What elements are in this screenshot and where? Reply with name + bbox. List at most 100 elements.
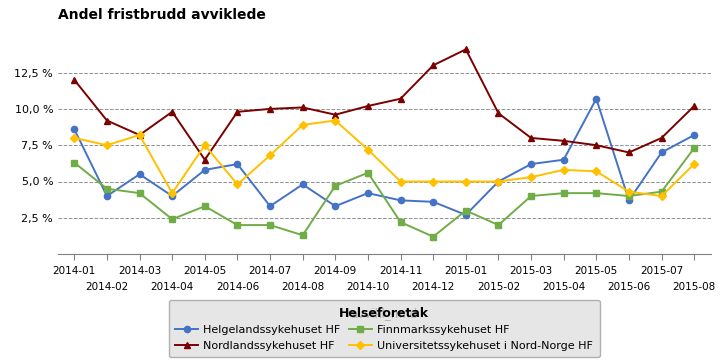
Finnmarkssykehuset HF: [233, 223, 241, 227]
Helgelandssykehuset HF: [461, 213, 470, 217]
Universitetssykehuset i Nord-Norge HF: [103, 143, 112, 147]
Text: 2015-06: 2015-06: [608, 282, 650, 293]
Finnmarkssykehuset HF: [167, 217, 177, 221]
Helgelandssykehuset HF: [70, 127, 78, 131]
Nordlandssykehuset HF: [135, 133, 144, 137]
Finnmarkssykehuset HF: [657, 189, 666, 194]
Universitetssykehuset i Nord-Norge HF: [428, 179, 437, 184]
Finnmarkssykehuset HF: [689, 146, 698, 150]
Nordlandssykehuset HF: [560, 139, 568, 143]
Universitetssykehuset i Nord-Norge HF: [526, 175, 535, 179]
Nordlandssykehuset HF: [167, 110, 177, 114]
Nordlandssykehuset HF: [494, 111, 503, 115]
Line: Nordlandssykehuset HF: Nordlandssykehuset HF: [71, 46, 697, 163]
Text: 2014-04: 2014-04: [151, 282, 194, 293]
Text: 2014-07: 2014-07: [249, 266, 291, 276]
Nordlandssykehuset HF: [624, 150, 634, 155]
Helgelandssykehuset HF: [299, 182, 307, 187]
Helgelandssykehuset HF: [592, 97, 600, 101]
Universitetssykehuset i Nord-Norge HF: [363, 147, 373, 152]
Universitetssykehuset i Nord-Norge HF: [560, 168, 568, 172]
Text: 2014-01: 2014-01: [53, 266, 96, 276]
Finnmarkssykehuset HF: [396, 220, 405, 224]
Text: 2014-08: 2014-08: [281, 282, 324, 293]
Text: avvikl_mnd: avvikl_mnd: [351, 307, 418, 321]
Nordlandssykehuset HF: [396, 97, 405, 101]
Helgelandssykehuset HF: [363, 191, 373, 195]
Legend: Helgelandssykehuset HF, Nordlandssykehuset HF, Finnmarkssykehuset HF, Universite: Helgelandssykehuset HF, Nordlandssykehus…: [169, 300, 600, 358]
Finnmarkssykehuset HF: [200, 204, 209, 208]
Universitetssykehuset i Nord-Norge HF: [167, 191, 177, 195]
Line: Helgelandssykehuset HF: Helgelandssykehuset HF: [71, 95, 697, 218]
Text: 2014-05: 2014-05: [183, 266, 226, 276]
Helgelandssykehuset HF: [103, 194, 112, 198]
Helgelandssykehuset HF: [331, 204, 339, 208]
Nordlandssykehuset HF: [265, 107, 274, 111]
Nordlandssykehuset HF: [461, 47, 470, 52]
Nordlandssykehuset HF: [363, 104, 373, 108]
Nordlandssykehuset HF: [233, 110, 241, 114]
Universitetssykehuset i Nord-Norge HF: [624, 189, 634, 194]
Helgelandssykehuset HF: [624, 198, 634, 203]
Universitetssykehuset i Nord-Norge HF: [70, 136, 78, 140]
Finnmarkssykehuset HF: [526, 194, 535, 198]
Finnmarkssykehuset HF: [331, 184, 339, 188]
Nordlandssykehuset HF: [657, 136, 666, 140]
Universitetssykehuset i Nord-Norge HF: [657, 194, 666, 198]
Universitetssykehuset i Nord-Norge HF: [200, 143, 209, 147]
Finnmarkssykehuset HF: [135, 191, 144, 195]
Text: 2015-05: 2015-05: [575, 266, 618, 276]
Helgelandssykehuset HF: [689, 133, 698, 137]
Text: 2015-08: 2015-08: [673, 282, 716, 293]
Universitetssykehuset i Nord-Norge HF: [265, 153, 274, 158]
Text: 2014-09: 2014-09: [314, 266, 357, 276]
Universitetssykehuset i Nord-Norge HF: [135, 133, 144, 137]
Finnmarkssykehuset HF: [624, 194, 634, 198]
Nordlandssykehuset HF: [70, 78, 78, 82]
Finnmarkssykehuset HF: [592, 191, 600, 195]
Finnmarkssykehuset HF: [103, 187, 112, 191]
Text: Andel fristbrudd avviklede: Andel fristbrudd avviklede: [58, 8, 266, 22]
Helgelandssykehuset HF: [396, 198, 405, 203]
Text: 2015-01: 2015-01: [444, 266, 487, 276]
Universitetssykehuset i Nord-Norge HF: [331, 118, 339, 123]
Finnmarkssykehuset HF: [363, 171, 373, 175]
Helgelandssykehuset HF: [428, 200, 437, 204]
Nordlandssykehuset HF: [103, 118, 112, 123]
Finnmarkssykehuset HF: [70, 160, 78, 165]
Text: 2015-03: 2015-03: [510, 266, 552, 276]
Universitetssykehuset i Nord-Norge HF: [461, 179, 470, 184]
Nordlandssykehuset HF: [428, 63, 437, 68]
Text: 2015-02: 2015-02: [477, 282, 520, 293]
Helgelandssykehuset HF: [167, 194, 177, 198]
Universitetssykehuset i Nord-Norge HF: [233, 182, 241, 187]
Nordlandssykehuset HF: [200, 158, 209, 162]
Helgelandssykehuset HF: [233, 162, 241, 166]
Nordlandssykehuset HF: [526, 136, 535, 140]
Universitetssykehuset i Nord-Norge HF: [396, 179, 405, 184]
Helgelandssykehuset HF: [200, 168, 209, 172]
Line: Universitetssykehuset i Nord-Norge HF: Universitetssykehuset i Nord-Norge HF: [71, 117, 697, 199]
Helgelandssykehuset HF: [135, 172, 144, 176]
Finnmarkssykehuset HF: [494, 223, 503, 227]
Helgelandssykehuset HF: [560, 158, 568, 162]
Universitetssykehuset i Nord-Norge HF: [689, 162, 698, 166]
Nordlandssykehuset HF: [299, 105, 307, 110]
Nordlandssykehuset HF: [689, 104, 698, 108]
Nordlandssykehuset HF: [592, 143, 600, 147]
Helgelandssykehuset HF: [494, 179, 503, 184]
Line: Finnmarkssykehuset HF: Finnmarkssykehuset HF: [71, 145, 697, 240]
Text: 2014-11: 2014-11: [379, 266, 422, 276]
Text: 2014-02: 2014-02: [86, 282, 128, 293]
Text: 2014-10: 2014-10: [347, 282, 389, 293]
Universitetssykehuset i Nord-Norge HF: [592, 169, 600, 174]
Finnmarkssykehuset HF: [299, 233, 307, 237]
Text: 2015-07: 2015-07: [640, 266, 683, 276]
Finnmarkssykehuset HF: [560, 191, 568, 195]
Text: 2014-06: 2014-06: [216, 282, 259, 293]
Universitetssykehuset i Nord-Norge HF: [299, 123, 307, 127]
Helgelandssykehuset HF: [265, 204, 274, 208]
Text: 2015-04: 2015-04: [542, 282, 585, 293]
Nordlandssykehuset HF: [331, 113, 339, 117]
Text: 2014-03: 2014-03: [118, 266, 161, 276]
